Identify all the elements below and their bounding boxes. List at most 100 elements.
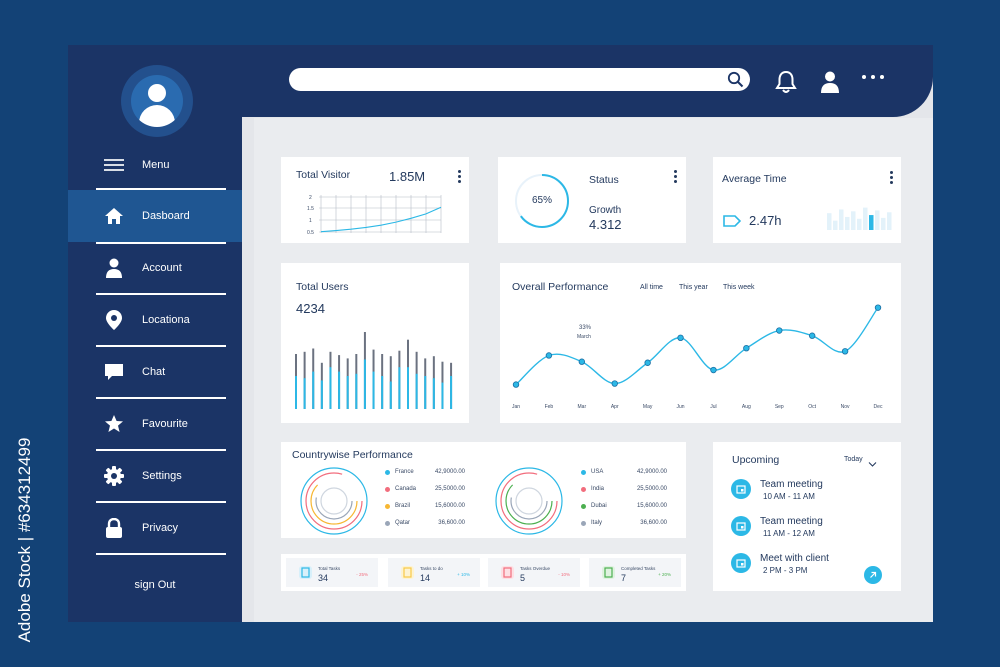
status-progress-ring xyxy=(515,174,569,228)
countrywise-left-donut xyxy=(300,467,368,535)
filter-this-year[interactable]: This year xyxy=(679,284,708,291)
performance-point-sep xyxy=(776,327,783,334)
x-tick-label: Sep xyxy=(775,404,784,410)
performance-point-jan xyxy=(512,381,520,388)
bar-light xyxy=(338,371,341,409)
chevron-down-icon[interactable] xyxy=(868,455,877,473)
x-tick-label: Mar xyxy=(578,404,587,410)
bar-light xyxy=(295,376,297,409)
x-tick-label: Jun xyxy=(677,404,685,410)
avg-time-bar xyxy=(851,211,856,230)
bar-light xyxy=(346,376,349,409)
avatar[interactable] xyxy=(121,65,193,137)
countrywise-performance-card: Countrywise Performance France 42,9000.00… xyxy=(281,442,686,538)
sidebar-item-settings[interactable]: Settings xyxy=(96,454,226,498)
legend-item: USA 42,9000.00 xyxy=(581,469,667,475)
performance-point-feb xyxy=(545,352,553,359)
bar-light xyxy=(303,378,306,409)
divider xyxy=(96,553,226,555)
chat-icon xyxy=(104,362,124,382)
total-visitor-value: 1.85M xyxy=(389,169,426,184)
avg-time-bar xyxy=(845,216,850,230)
performance-point-may xyxy=(644,359,651,366)
hamburger-icon xyxy=(104,155,124,175)
sidebar-item-label: Dasboard xyxy=(142,210,190,222)
sidebar: Menu Dasboard Account Locationa xyxy=(68,45,242,622)
divider xyxy=(96,188,226,190)
bell-icon[interactable] xyxy=(773,69,799,95)
task-tile-todo[interactable]: Tasks to do 14 + 10% xyxy=(388,558,480,587)
task-tile-total[interactable]: Total Tasks 34 - 25% xyxy=(286,558,378,587)
avg-time-bar xyxy=(887,212,892,230)
calendar-icon xyxy=(731,479,751,499)
performance-point-mar xyxy=(578,358,586,365)
kebab-menu-icon[interactable] xyxy=(458,170,462,183)
average-time-card: Average Time 2.47h xyxy=(713,157,901,243)
upcoming-event[interactable]: Team meeting 10 AM - 11 AM xyxy=(731,475,881,505)
status-title: Status xyxy=(589,174,619,186)
bar-light xyxy=(441,382,444,409)
growth-value: 4.312 xyxy=(589,217,622,232)
overall-performance-card: Overall Performance All time This year T… xyxy=(500,263,901,423)
kebab-menu-icon[interactable] xyxy=(890,171,894,184)
sidebar-item-menu[interactable]: Menu xyxy=(96,143,226,187)
performance-point-dec xyxy=(874,304,882,311)
performance-point-jul xyxy=(710,366,717,374)
avg-time-bar xyxy=(827,213,832,230)
total-visitor-title: Total Visitor xyxy=(296,169,351,181)
arrow-up-right-icon[interactable] xyxy=(864,566,882,584)
search-icon[interactable] xyxy=(727,71,744,88)
avg-time-bar xyxy=(875,210,880,230)
total-users-chart xyxy=(295,332,453,409)
avg-time-bar xyxy=(881,217,886,230)
total-visitor-card: Total Visitor 1.85M 2 1.5 1 0.5 xyxy=(281,157,469,243)
upcoming-filter[interactable]: Today xyxy=(844,456,863,463)
upcoming-event[interactable]: Team meeting 11 AM - 12 AM xyxy=(731,512,881,542)
x-tick-label: Aug xyxy=(742,404,751,410)
more-icon[interactable] xyxy=(862,75,884,79)
countrywise-right-donut xyxy=(495,467,563,535)
bar-light xyxy=(450,376,453,409)
performance-point-apr xyxy=(611,380,618,387)
sidebar-item-privacy[interactable]: Privacy xyxy=(96,506,226,550)
status-card: 65% Status Growth 4.312 xyxy=(498,157,686,243)
task-tile-completed[interactable]: Completed Tasks 7 + 20% xyxy=(589,558,681,587)
sign-out-link[interactable]: sign Out xyxy=(134,579,176,591)
task-tile-overdue[interactable]: Tasks Overdue 5 - 10% xyxy=(488,558,580,587)
filter-this-week[interactable]: This week xyxy=(723,284,755,291)
sidebar-item-location[interactable]: Locationa xyxy=(96,298,226,342)
clipboard-icon xyxy=(602,566,615,579)
legend-item: Italy 36,600.00 xyxy=(581,520,667,526)
average-time-title: Average Time xyxy=(722,173,787,185)
x-tick-label: Dec xyxy=(874,404,883,410)
bar-light xyxy=(381,376,384,409)
filter-all-time[interactable]: All time xyxy=(640,284,663,291)
clipboard-icon xyxy=(501,566,514,579)
kebab-menu-icon[interactable] xyxy=(674,170,678,183)
sidebar-item-favourite[interactable]: Favourite xyxy=(96,402,226,446)
performance-point-jun xyxy=(677,334,684,341)
total-users-card: Total Users 4234 xyxy=(281,263,469,423)
sidebar-item-dashboard[interactable]: Dasboard xyxy=(68,190,242,242)
tag-icon xyxy=(723,214,742,232)
visitor-series-line xyxy=(320,206,442,233)
upcoming-event[interactable]: Meet with client 2 PM - 3 PM xyxy=(731,549,881,579)
avg-time-bar xyxy=(863,207,868,230)
bar-light xyxy=(432,378,435,409)
sidebar-item-label: Privacy xyxy=(142,522,179,534)
clipboard-icon xyxy=(401,566,414,579)
bar-light xyxy=(320,380,323,409)
bar-light xyxy=(329,367,332,409)
legend-item: Qatar 36,600.00 xyxy=(385,520,465,526)
sidebar-item-account[interactable]: Account xyxy=(96,246,226,290)
avg-time-bar xyxy=(857,218,862,230)
legend-item: Brazil 15,6000.00 xyxy=(385,503,465,509)
sidebar-item-chat[interactable]: Chat xyxy=(96,350,226,394)
y-tick-label: 2 xyxy=(309,195,312,201)
bar-light xyxy=(372,371,375,409)
user-icon xyxy=(104,258,124,278)
bar-light xyxy=(424,376,427,409)
sidebar-item-label: Favourite xyxy=(142,418,188,430)
user-icon[interactable] xyxy=(817,69,843,95)
search-input[interactable] xyxy=(289,68,709,91)
